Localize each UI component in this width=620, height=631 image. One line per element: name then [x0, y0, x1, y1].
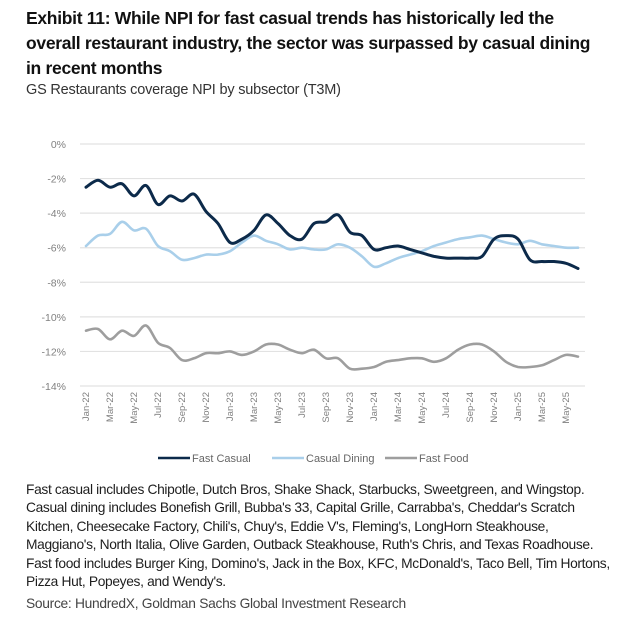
x-tick-label: Jan-25: [513, 392, 524, 421]
npi-line-chart: 0% -2% -4% -6% -8% -10% -12% -14% Jan-22 Mar-22 M…: [41, 139, 585, 465]
fast-casual-line: [84, 178, 580, 270]
x-tick-label: Mar-25: [537, 392, 548, 422]
y-tick-label: -10%: [41, 312, 66, 324]
x-tick-label: May-22: [129, 392, 140, 424]
x-tick-label: Jan-22: [81, 392, 92, 421]
exhibit-title: Exhibit 11: While NPI for fast casual tr…: [26, 8, 591, 78]
y-tick-label: -12%: [41, 346, 66, 358]
legend-label-fast-food: Fast Food: [419, 453, 469, 465]
y-tick-label: -6%: [47, 243, 66, 255]
chart-subtitle: GS Restaurants coverage NPI by subsector…: [26, 82, 341, 98]
y-tick-label: -2%: [47, 174, 66, 186]
x-tick-label: Jan-23: [225, 392, 236, 421]
x-tick-label: May-23: [273, 392, 284, 424]
y-tick-label: -8%: [47, 277, 66, 289]
x-tick-label: Nov-24: [489, 392, 500, 423]
x-tick-label: May-25: [561, 392, 572, 424]
casual-dining-line: [84, 220, 580, 269]
x-tick-label: Jul-22: [153, 392, 164, 418]
x-tick-label: Jan-24: [369, 392, 380, 421]
fast-food-line: [84, 324, 580, 371]
x-tick-label: May-24: [417, 392, 428, 424]
x-tick-label: Jul-23: [297, 392, 308, 418]
y-tick-label: -4%: [47, 208, 66, 220]
x-tick-label: Sep-22: [177, 392, 188, 423]
y-tick-label: -14%: [41, 381, 66, 393]
y-tick-label: 0%: [51, 139, 66, 151]
x-axis-ticks: Jan-22 Mar-22 May-22 Jul-22 Sep-22 Nov-22 Jan-…: [81, 392, 572, 424]
x-tick-label: Nov-23: [345, 392, 356, 423]
x-tick-label: Sep-24: [465, 392, 476, 423]
y-axis-ticks: 0% -2% -4% -6% -8% -10% -12% -14%: [41, 139, 66, 393]
legend-label-casual-dining: Casual Dining: [306, 453, 374, 465]
x-tick-label: Jul-24: [441, 392, 452, 418]
x-tick-label: Mar-24: [393, 392, 404, 422]
legend: Fast Casual Casual Dining Fast Food: [158, 453, 469, 465]
source-note: Source: HundredX, Goldman Sachs Global I…: [26, 596, 406, 611]
gridlines: [80, 143, 585, 387]
footnote: Fast casual includes Chipotle, Dutch Bro…: [26, 482, 610, 590]
x-tick-label: Mar-22: [105, 392, 116, 422]
x-tick-label: Mar-23: [249, 392, 260, 422]
x-tick-label: Sep-23: [321, 392, 332, 423]
legend-label-fast-casual: Fast Casual: [192, 453, 251, 465]
series-lines: [84, 178, 580, 371]
x-tick-label: Nov-22: [201, 392, 212, 423]
